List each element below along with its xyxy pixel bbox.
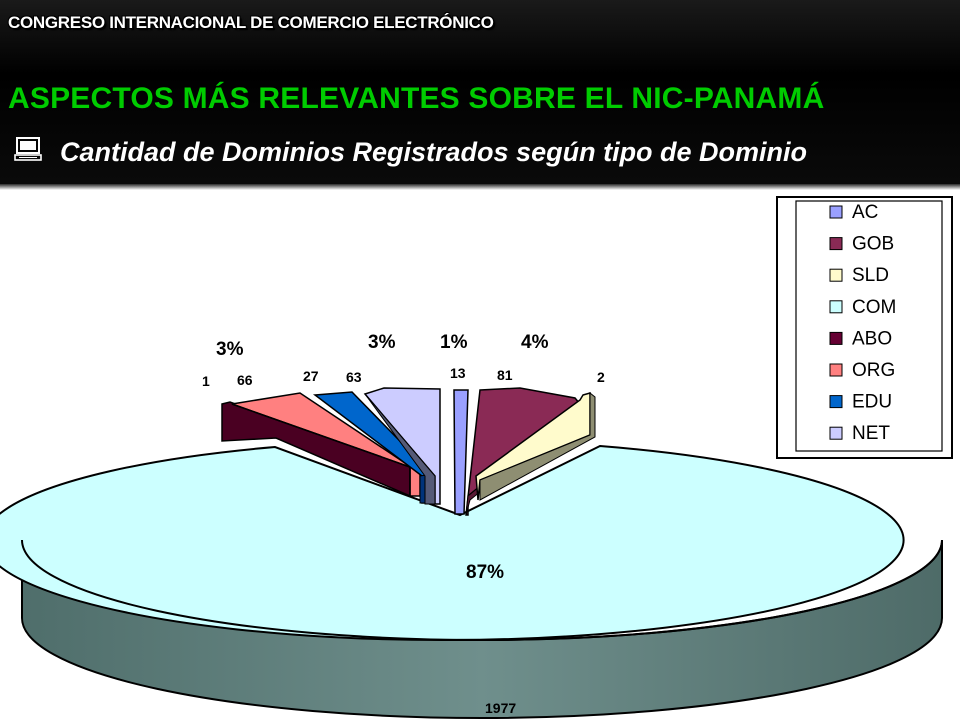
value-label-com: 1977: [485, 700, 516, 716]
value-label-edu: 27: [303, 368, 319, 384]
header-bar: CONGRESO INTERNACIONAL DE COMERCIO ELECT…: [0, 0, 960, 190]
value-label-net: 63: [346, 369, 362, 385]
pie-chart: 1 66 27 63 13 81 2 1977 3% 3% 1% 4% 87% …: [0, 196, 953, 719]
legend-swatch-gob: [829, 237, 843, 251]
pie-slice-ac: [453, 389, 469, 515]
percent-label: 87%: [466, 562, 504, 583]
percent-label: 1%: [440, 332, 468, 353]
legend-swatch-com: [829, 300, 843, 314]
value-label-sld: 2: [597, 369, 605, 385]
value-label-abo: 1: [202, 373, 210, 389]
legend-label-edu: EDU: [852, 392, 892, 413]
legend-label-ac: AC: [852, 202, 878, 223]
legend-label-gob: GOB: [852, 234, 894, 255]
legend-swatch-abo: [829, 331, 843, 345]
percent-label: 4%: [521, 332, 549, 353]
legend-label-sld: SLD: [852, 265, 889, 286]
legend-label-com: COM: [852, 297, 896, 318]
computer-icon: [14, 137, 42, 161]
legend-swatch-sld: [829, 268, 843, 282]
legend-label-org: ORG: [852, 360, 895, 381]
legend-swatch-org: [829, 363, 843, 377]
conference-title: CONGRESO INTERNACIONAL DE COMERCIO ELECT…: [8, 13, 494, 32]
percent-label: 3%: [216, 339, 244, 360]
legend-swatch-ac: [829, 205, 843, 219]
legend-label-abo: ABO: [852, 328, 892, 349]
value-label-org: 66: [237, 372, 253, 388]
legend-label-net: NET: [852, 423, 890, 444]
legend-swatch-net: [829, 426, 843, 440]
chart-subtitle: Cantidad de Dominios Registrados según t…: [60, 137, 808, 167]
chart-legend: AC GOB SLD COM ABO ORG EDU NET: [776, 196, 953, 459]
value-label-ac: 13: [450, 365, 466, 381]
legend-swatch-edu: [829, 395, 843, 409]
percent-label: 3%: [368, 332, 396, 353]
page-title: ASPECTOS MÁS RELEVANTES SOBRE EL NIC-PAN…: [8, 82, 825, 115]
pie-slice-com: [0, 444, 905, 642]
value-label-gob: 81: [497, 367, 513, 383]
